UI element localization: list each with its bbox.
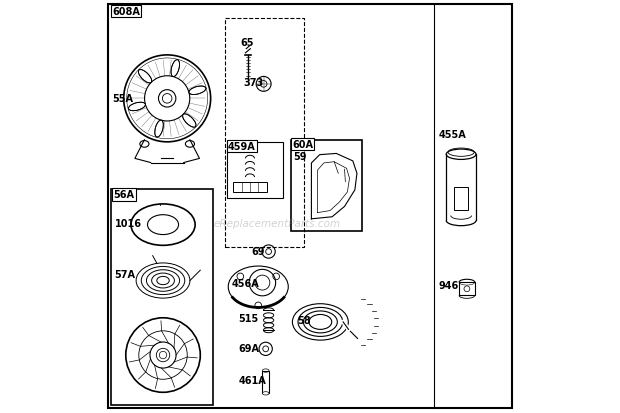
Ellipse shape: [189, 87, 206, 95]
Ellipse shape: [138, 70, 152, 84]
Text: 456A: 456A: [231, 278, 259, 288]
Bar: [459, 282, 475, 296]
Text: 1016: 1016: [115, 219, 141, 229]
Text: 515: 515: [238, 313, 259, 323]
Text: 55A: 55A: [112, 94, 133, 104]
Ellipse shape: [155, 121, 163, 138]
Text: 60A: 60A: [292, 140, 313, 150]
Text: 69A: 69A: [238, 343, 259, 353]
Text: 461A: 461A: [239, 375, 267, 385]
Text: 57A: 57A: [115, 270, 136, 280]
Ellipse shape: [171, 61, 180, 77]
Bar: [454, 188, 467, 211]
Text: 373: 373: [244, 78, 264, 88]
Text: 59: 59: [293, 152, 307, 162]
Ellipse shape: [183, 114, 196, 128]
Bar: [233, 183, 267, 192]
Text: 946: 946: [438, 280, 459, 290]
Text: 455A: 455A: [438, 129, 466, 139]
Bar: [262, 371, 269, 393]
Text: 65: 65: [241, 38, 254, 48]
Ellipse shape: [128, 103, 146, 112]
Text: 459A: 459A: [228, 142, 256, 152]
Text: eReplacementParts.com: eReplacementParts.com: [213, 218, 340, 228]
Ellipse shape: [262, 392, 269, 395]
Text: 608A: 608A: [112, 7, 140, 17]
Text: 58: 58: [298, 315, 311, 325]
Text: 56A: 56A: [113, 190, 135, 200]
Text: 69: 69: [251, 246, 265, 256]
